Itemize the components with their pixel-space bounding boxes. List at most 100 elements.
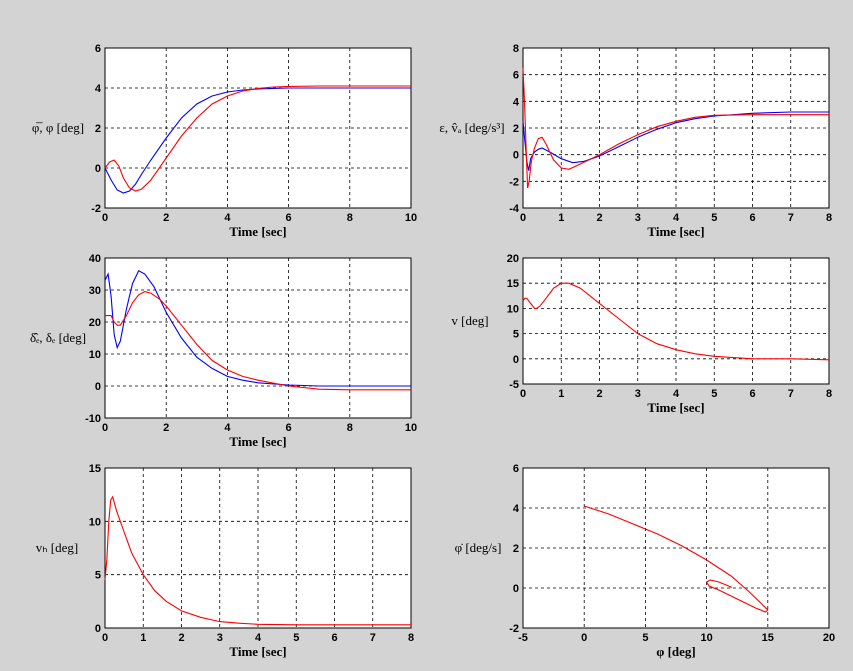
x-tick-label: 10 <box>700 632 712 644</box>
x-tick-label: 6 <box>286 212 292 224</box>
y-tick-label: -2 <box>509 176 519 188</box>
y-axis-label: φ̇ [deg/s] <box>455 540 502 555</box>
y-tick-label: 6 <box>513 463 519 475</box>
series-line-1 <box>522 111 829 171</box>
x-tick-label: 0 <box>102 422 108 434</box>
x-tick-label: 1 <box>558 388 564 400</box>
y-tick-label: -2 <box>91 203 101 215</box>
y-tick-label: 15 <box>89 463 101 475</box>
y-tick-label: 30 <box>89 285 101 297</box>
x-tick-label: 20 <box>823 632 835 644</box>
x-axis-label: Time [sec] <box>229 644 286 659</box>
y-tick-label: -10 <box>85 413 101 425</box>
x-tick-label: 7 <box>788 212 794 224</box>
x-tick-label: 6 <box>331 632 337 644</box>
x-tick-label: 15 <box>762 632 774 644</box>
x-tick-label: 2 <box>596 212 602 224</box>
x-tick-label: 5 <box>642 632 648 644</box>
y-tick-label: 10 <box>507 303 519 315</box>
x-tick-label: 2 <box>596 388 602 400</box>
subplot-2: 0 1 2 3 4 5 6 7 8 -4 -2 0 2 4 6 8 Time [sec] ε, v̂ₐ [deg/… <box>439 43 832 239</box>
series-line-1 <box>522 282 830 361</box>
x-tick-label: 8 <box>826 212 832 224</box>
y-tick-label: 40 <box>89 253 101 265</box>
y-tick-label: 5 <box>95 570 101 582</box>
x-tick-label: 0 <box>520 388 526 400</box>
y-tick-label: -2 <box>509 623 519 635</box>
y-tick-label: 2 <box>513 543 519 555</box>
series-line-2 <box>522 67 829 189</box>
x-tick-label: 0 <box>581 632 587 644</box>
y-axis-label: vₕ [deg] <box>36 540 78 555</box>
x-tick-label: 3 <box>635 212 641 224</box>
y-tick-label: 8 <box>513 43 519 55</box>
y-tick-label: -5 <box>509 379 519 391</box>
x-tick-label: 8 <box>347 212 353 224</box>
x-tick-label: 5 <box>711 212 717 224</box>
x-tick-label: 3 <box>217 632 223 644</box>
plot-area <box>104 257 412 419</box>
y-tick-label: 6 <box>513 70 519 82</box>
x-axis-label: φ [deg] <box>656 644 696 659</box>
x-axis-label: Time [sec] <box>229 434 286 449</box>
x-tick-label: 6 <box>749 388 755 400</box>
x-tick-label: 1 <box>140 632 146 644</box>
y-tick-label: 20 <box>89 317 101 329</box>
series-line-1 <box>104 87 411 194</box>
x-tick-label: 3 <box>635 388 641 400</box>
x-tick-label: 4 <box>673 388 680 400</box>
y-tick-label: 20 <box>507 253 519 265</box>
x-tick-label: 7 <box>370 632 376 644</box>
x-tick-label: 4 <box>255 632 262 644</box>
y-tick-label: -4 <box>509 203 520 215</box>
x-tick-label: 7 <box>788 388 794 400</box>
subplot-6: -5 0 5 10 15 20 -2 0 2 4 6 φ [deg] φ̇ [deg/s] <box>455 463 836 659</box>
y-axis-label: ε, v̂ₐ [deg/s³] <box>439 120 504 135</box>
x-tick-label: 0 <box>520 212 526 224</box>
subplot-5: 0 1 2 3 4 5 6 7 8 0 5 10 15 Time [sec] vₕ [deg] <box>36 463 414 659</box>
x-tick-label: 5 <box>711 388 717 400</box>
series-line-1 <box>584 505 769 613</box>
series-line-2 <box>104 85 411 192</box>
x-tick-label: 4 <box>224 212 231 224</box>
y-tick-label: 2 <box>513 123 519 135</box>
y-tick-label: 6 <box>95 43 101 55</box>
x-tick-label: 2 <box>163 212 169 224</box>
x-tick-label: 10 <box>405 422 417 434</box>
y-tick-label: 15 <box>507 278 519 290</box>
y-tick-label: 0 <box>513 354 519 366</box>
y-axis-label: v [deg] <box>451 313 488 328</box>
x-tick-label: 1 <box>558 212 564 224</box>
x-tick-label: 2 <box>178 632 184 644</box>
y-tick-label: 2 <box>95 123 101 135</box>
x-tick-label: 8 <box>826 388 832 400</box>
y-tick-label: 0 <box>95 623 101 635</box>
x-tick-label: 5 <box>293 632 299 644</box>
series-line-1 <box>104 495 411 626</box>
y-tick-label: 4 <box>513 503 520 515</box>
y-tick-label: 4 <box>95 83 102 95</box>
x-tick-label: 4 <box>673 212 680 224</box>
y-tick-label: 5 <box>513 329 519 341</box>
y-tick-label: 10 <box>89 349 101 361</box>
x-tick-label: 2 <box>163 422 169 434</box>
x-tick-label: 6 <box>286 422 292 434</box>
y-tick-label: 4 <box>513 96 520 108</box>
x-axis-label: Time [sec] <box>647 224 704 239</box>
y-tick-label: 0 <box>95 381 101 393</box>
y-tick-label: 0 <box>95 163 101 175</box>
series-line-2 <box>105 291 411 391</box>
x-tick-label: -5 <box>518 632 528 644</box>
x-axis-label: Time [sec] <box>229 224 286 239</box>
y-tick-label: 10 <box>89 516 101 528</box>
y-tick-label: 0 <box>513 150 519 162</box>
x-tick-label: 6 <box>749 212 755 224</box>
x-tick-label: 10 <box>405 212 417 224</box>
x-tick-label: 0 <box>102 212 108 224</box>
x-axis-label: Time [sec] <box>647 400 704 415</box>
y-axis-label: δ̂ₑ, δₑ [deg] <box>30 330 86 345</box>
